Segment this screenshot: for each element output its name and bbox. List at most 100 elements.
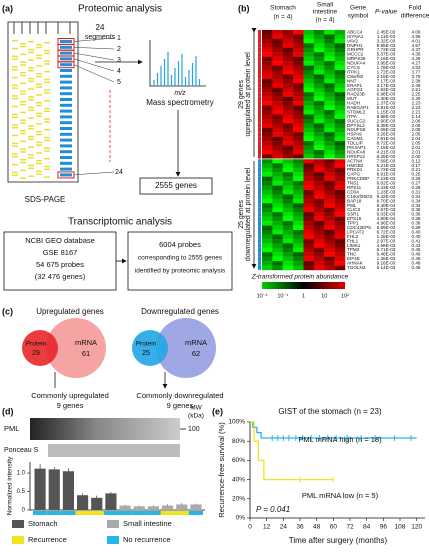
- heatmap-cell: [293, 145, 304, 151]
- gel-band: [12, 156, 18, 158]
- heatmap-cell: [303, 118, 315, 124]
- label: ITPA: [347, 114, 358, 119]
- heatmap-cell: [324, 101, 335, 106]
- heatmap-cell: [313, 136, 325, 142]
- gel-band: [60, 40, 72, 43]
- label: HSPA9: [347, 132, 362, 137]
- label: C19orf29OS: [347, 194, 373, 199]
- survival-curve: [250, 421, 417, 439]
- heatmap-cell: [313, 43, 325, 48]
- gel-band: [44, 92, 50, 94]
- heatmap-cell: [313, 78, 325, 84]
- heatmap-cell: [334, 74, 346, 80]
- label: PIK3AP1: [347, 145, 366, 150]
- label: 1.0: [17, 471, 26, 477]
- gel-band: [36, 133, 42, 136]
- group-strip: [258, 261, 261, 266]
- label: Protein: [26, 341, 47, 348]
- heatmap-cell: [334, 70, 346, 75]
- label: 1.23E-03: [377, 189, 396, 194]
- label: 0.46: [412, 252, 421, 257]
- label: 40%: [232, 476, 245, 483]
- heatmap-cell: [262, 247, 273, 253]
- group-strip: [258, 92, 261, 97]
- heatmap-cell: [282, 136, 294, 142]
- label: 24: [96, 23, 105, 32]
- gel-band: [60, 161, 72, 165]
- heatmap-cell: [272, 194, 283, 200]
- heatmap-cell: [272, 52, 283, 57]
- label: 7.69E-03: [377, 158, 396, 163]
- gel-band: [28, 146, 34, 148]
- bar: [190, 504, 202, 510]
- label: 9.42E-03: [377, 194, 396, 199]
- heatmap-cell: [272, 114, 283, 120]
- heatmap-cell: [334, 212, 346, 217]
- gel-band: [12, 145, 18, 147]
- label: VAV2: [347, 38, 359, 43]
- gel-band: [60, 138, 72, 142]
- heatmap-cell: [262, 243, 273, 248]
- heatmap-cell: [313, 225, 325, 231]
- heatmap-cell: [303, 158, 315, 164]
- label: 3.95E-03: [377, 61, 396, 66]
- heatmap-cell: [282, 243, 294, 248]
- gel-band: [28, 167, 34, 170]
- label: 1.11E-03: [377, 34, 396, 39]
- heatmap-cell: [334, 203, 346, 208]
- heatmap-cell: [324, 83, 335, 88]
- leader: [73, 37, 115, 42]
- heatmap-cell: [293, 92, 304, 97]
- heatmap-cell: [272, 34, 283, 40]
- heatmap-cell: [282, 194, 294, 200]
- label: 5: [117, 79, 121, 86]
- heatmap-cell: [313, 92, 325, 97]
- heatmap-cell: [313, 181, 325, 186]
- heatmap-cell: [262, 127, 273, 133]
- group-strip: [258, 230, 261, 235]
- heatmap-cell: [293, 252, 304, 257]
- heatmap-cell: [282, 70, 294, 75]
- gel-band: [44, 89, 50, 91]
- heatmap-cell: [303, 256, 315, 262]
- heatmap-cell: [282, 56, 294, 62]
- label: 54 675 probes: [36, 260, 84, 269]
- label: 4.80E-04: [377, 216, 396, 221]
- heatmap-cell: [282, 87, 294, 93]
- heatmap-cell: [282, 78, 294, 84]
- bar: [77, 495, 89, 510]
- label: 1.72E-03: [377, 69, 396, 74]
- heatmap-cell: [313, 114, 325, 120]
- label: 108: [395, 524, 406, 531]
- heatmap-cell: [262, 167, 273, 173]
- heatmap-cell: [313, 230, 325, 235]
- heatmap-cell: [293, 216, 304, 222]
- gel-band: [44, 60, 50, 62]
- heatmap-cell: [324, 127, 335, 133]
- label: 4.21E-03: [377, 149, 396, 154]
- leader: [73, 64, 115, 83]
- heatmap-cell: [282, 176, 294, 182]
- label: 2.30: [412, 96, 421, 101]
- gel-band: [28, 109, 34, 112]
- group-strip: [258, 56, 261, 62]
- label: 8.95E-03: [377, 43, 396, 48]
- heatmap-cell: [272, 216, 283, 222]
- label: 2: [117, 46, 121, 53]
- heatmap-cell: [262, 256, 273, 262]
- group-strip: [258, 194, 261, 199]
- label: P = 0.041: [256, 505, 290, 514]
- label: No recurrence: [123, 535, 171, 544]
- heatmap-cell: [303, 198, 315, 204]
- gel-band: [12, 171, 18, 174]
- label: Small intestine: [123, 519, 172, 528]
- heatmap-cell: [293, 141, 304, 146]
- heatmap-cell: [293, 154, 304, 160]
- label: 6.71E-03: [377, 247, 396, 252]
- heatmap-cell: [324, 207, 335, 213]
- heatmap-cell: [334, 132, 346, 137]
- group-strip: [258, 203, 261, 208]
- label: 5.91E-03: [377, 105, 396, 110]
- heatmap-cell: [293, 265, 304, 271]
- heatmap-cell: [324, 203, 335, 208]
